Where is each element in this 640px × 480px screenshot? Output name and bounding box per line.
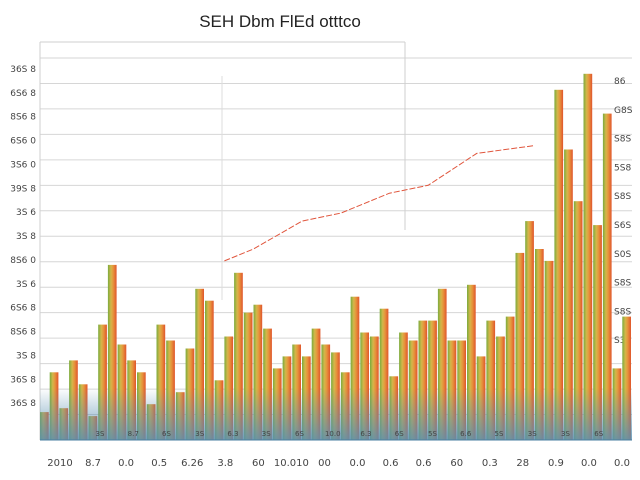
bar bbox=[253, 304, 263, 440]
y-tick-label: 3S 8 bbox=[16, 351, 36, 361]
x-axis-label: 10.010 bbox=[274, 458, 309, 469]
bar bbox=[360, 332, 369, 440]
x-tick-label: 3S bbox=[262, 430, 271, 438]
x-axis-label: 0.9 bbox=[548, 458, 564, 469]
bar bbox=[195, 288, 204, 440]
x-axis-label: 0.6 bbox=[416, 458, 432, 469]
bar bbox=[437, 288, 447, 440]
y-tick-label: 3S 6 bbox=[16, 280, 36, 290]
bar bbox=[593, 225, 602, 440]
x-axis-label: 0.0 bbox=[118, 458, 134, 469]
y-tick-label-right: S0S bbox=[614, 250, 631, 260]
y-tick-label: 6S6 0 bbox=[10, 137, 36, 147]
x-axis-label: 0.0 bbox=[581, 458, 597, 469]
bar bbox=[544, 260, 554, 440]
x-axis-label: 0.6 bbox=[383, 458, 399, 469]
y-tick-label: 8S6 8 bbox=[10, 113, 36, 123]
bar bbox=[234, 272, 243, 440]
y-tick-label: 3S 6 bbox=[16, 208, 36, 218]
x-axis-label: 8.7 bbox=[85, 458, 101, 469]
x-tick-label: 6S bbox=[295, 430, 304, 438]
x-axis-label: 0.0 bbox=[350, 458, 366, 469]
y-tick-label: 8S6 0 bbox=[10, 256, 36, 266]
y-tick-label-right: S8S bbox=[614, 279, 631, 289]
bar bbox=[515, 252, 525, 440]
bar bbox=[505, 316, 515, 440]
x-axis-label: 0.3 bbox=[482, 458, 498, 469]
base-band bbox=[40, 388, 632, 440]
bar bbox=[525, 221, 534, 440]
y-tick-label: 39S 8 bbox=[10, 184, 36, 194]
y-tick-label: 3S 8 bbox=[16, 232, 36, 242]
x-axis-label: 28 bbox=[516, 458, 529, 469]
y-tick-label-right: S8S bbox=[614, 307, 631, 317]
y-tick-label: 6S6 8 bbox=[10, 304, 36, 314]
bar bbox=[156, 324, 166, 440]
chart-title: SEH Dbm FlEd otttco bbox=[199, 12, 361, 31]
x-tick-label: 6.3 bbox=[360, 430, 371, 438]
x-tick-label: 10.0 bbox=[325, 430, 341, 438]
x-tick-label: 3S bbox=[195, 430, 204, 438]
x-axis-label: 3.8 bbox=[217, 458, 233, 469]
x-axis-label: 0.0 bbox=[614, 458, 630, 469]
y-tick-label: 6S6 8 bbox=[10, 89, 36, 99]
bar bbox=[418, 320, 428, 440]
y-tick-label: 3S6 0 bbox=[10, 160, 36, 170]
bar bbox=[554, 89, 564, 441]
bar bbox=[428, 320, 437, 440]
y-tick-label-right: 5S8 bbox=[614, 163, 631, 173]
y-tick-label: 36S 8 bbox=[10, 375, 36, 385]
x-tick-label: 5S bbox=[428, 430, 437, 438]
y-tick-label-right: S8S bbox=[614, 135, 631, 145]
x-tick-label: 6S bbox=[395, 430, 404, 438]
y-tick-label: 36S 8 bbox=[10, 399, 36, 409]
x-axis-label: 0.5 bbox=[151, 458, 167, 469]
x-tick-label: 3S bbox=[528, 430, 537, 438]
x-axis-label: 2010 bbox=[47, 458, 72, 469]
x-tick-label: 5S bbox=[495, 430, 504, 438]
bar bbox=[98, 324, 107, 440]
y-tick-label-right: G8S bbox=[614, 106, 633, 116]
bar bbox=[602, 113, 612, 440]
x-tick-label: 6.3 bbox=[227, 430, 238, 438]
y-tick-label-right: 86 bbox=[614, 77, 626, 87]
bar bbox=[467, 284, 476, 440]
x-axis-label: 60 bbox=[252, 458, 265, 469]
x-axis-label: 00 bbox=[318, 458, 331, 469]
bar bbox=[622, 316, 631, 440]
bar bbox=[379, 308, 389, 440]
x-tick-label: 8.7 bbox=[128, 430, 139, 438]
x-tick-label: 3S bbox=[96, 430, 105, 438]
x-axis-label: 6.26 bbox=[181, 458, 203, 469]
bar bbox=[311, 328, 321, 440]
y-tick-label-right: S8S bbox=[614, 192, 631, 202]
bar bbox=[107, 264, 117, 440]
bar bbox=[243, 312, 253, 440]
bar bbox=[583, 73, 593, 441]
bar bbox=[263, 328, 272, 440]
y-tick-label-right: S6S bbox=[614, 221, 631, 231]
y-tick-label: 8S6 8 bbox=[10, 328, 36, 338]
bar bbox=[564, 149, 573, 440]
bar bbox=[205, 300, 214, 440]
bar bbox=[399, 332, 408, 440]
y-tick-label: 36S 8 bbox=[10, 65, 36, 75]
x-axis-label: 60 bbox=[450, 458, 463, 469]
bar bbox=[486, 320, 496, 440]
x-tick-label: 6.6 bbox=[460, 430, 472, 438]
bar bbox=[350, 296, 360, 440]
bar bbox=[573, 201, 583, 440]
x-tick-label: 6S bbox=[594, 430, 603, 438]
x-tick-label: 6S bbox=[162, 430, 171, 438]
trend-line bbox=[224, 145, 536, 262]
bar bbox=[535, 249, 544, 440]
x-tick-label: 3S bbox=[561, 430, 570, 438]
